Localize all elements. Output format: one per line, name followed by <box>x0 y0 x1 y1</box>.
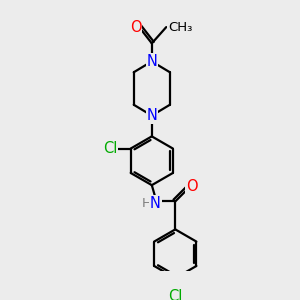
Text: H: H <box>141 197 151 210</box>
Text: Cl: Cl <box>168 289 182 300</box>
Text: N: N <box>146 54 157 69</box>
Text: CH₃: CH₃ <box>168 21 192 34</box>
Text: N: N <box>150 196 161 211</box>
Text: N: N <box>146 108 157 123</box>
Text: Cl: Cl <box>103 141 117 156</box>
Text: O: O <box>130 20 141 34</box>
Text: O: O <box>186 179 197 194</box>
